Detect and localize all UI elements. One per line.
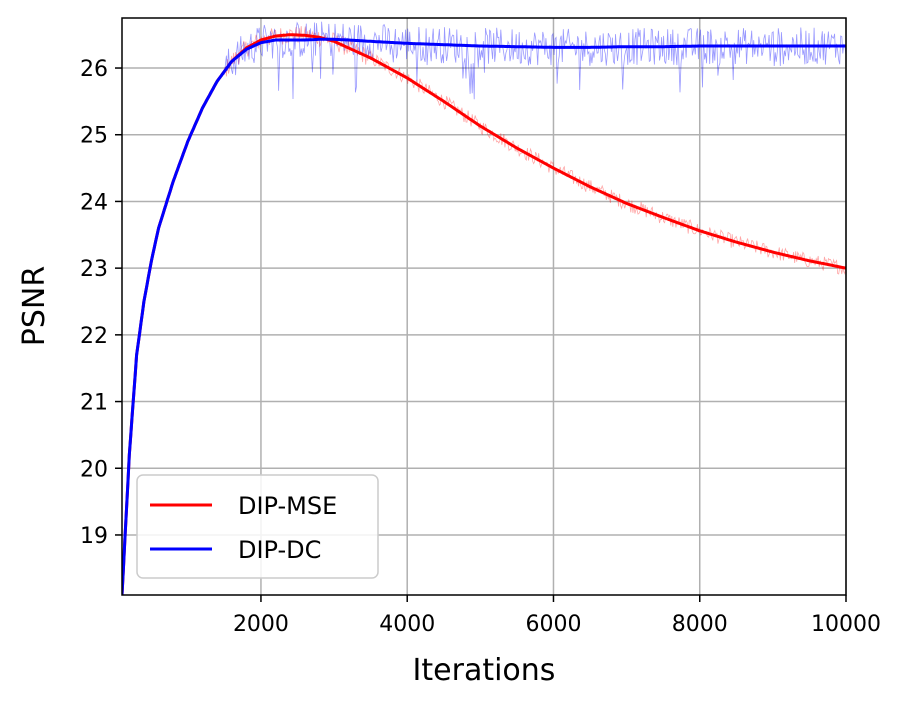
x-tick-label: 2000 (233, 612, 289, 637)
y-axis-label: PSNR (17, 266, 52, 346)
x-tick-label: 4000 (379, 612, 435, 637)
series-lines (122, 33, 846, 595)
grid (122, 18, 847, 595)
legend-label-dip-mse: DIP-MSE (238, 492, 337, 520)
x-tick-label: 6000 (525, 612, 581, 637)
noise-traces (122, 21, 846, 595)
plot-frame (121, 17, 847, 596)
noise-trace-dip-mse (122, 26, 846, 595)
x-axis-label: Iterations (413, 653, 556, 688)
y-tick-label: 19 (80, 524, 108, 549)
y-tick-label: 25 (80, 124, 108, 149)
y-tick-label: 23 (80, 257, 108, 282)
y-tick-label: 22 (80, 324, 108, 349)
axis-ticks (115, 67, 847, 602)
x-tick-label: 8000 (672, 612, 728, 637)
legend-label-dip-dc: DIP-DC (238, 536, 321, 564)
y-tick-label: 24 (80, 190, 108, 215)
y-tick-label: 20 (80, 457, 108, 482)
noise-trace-dip-dc (122, 21, 846, 595)
tick-labels: 2000 4000 6000 8000 10000 19 20 21 22 23 24 25 26 (80, 57, 881, 637)
y-tick-label: 26 (80, 57, 108, 82)
legend-box (136, 474, 379, 579)
series-line-dip-dc (122, 37, 846, 595)
legend: DIP-MSE DIP-DC (136, 474, 379, 579)
x-tick-label: 10000 (811, 612, 881, 637)
y-tick-label: 21 (80, 391, 108, 416)
